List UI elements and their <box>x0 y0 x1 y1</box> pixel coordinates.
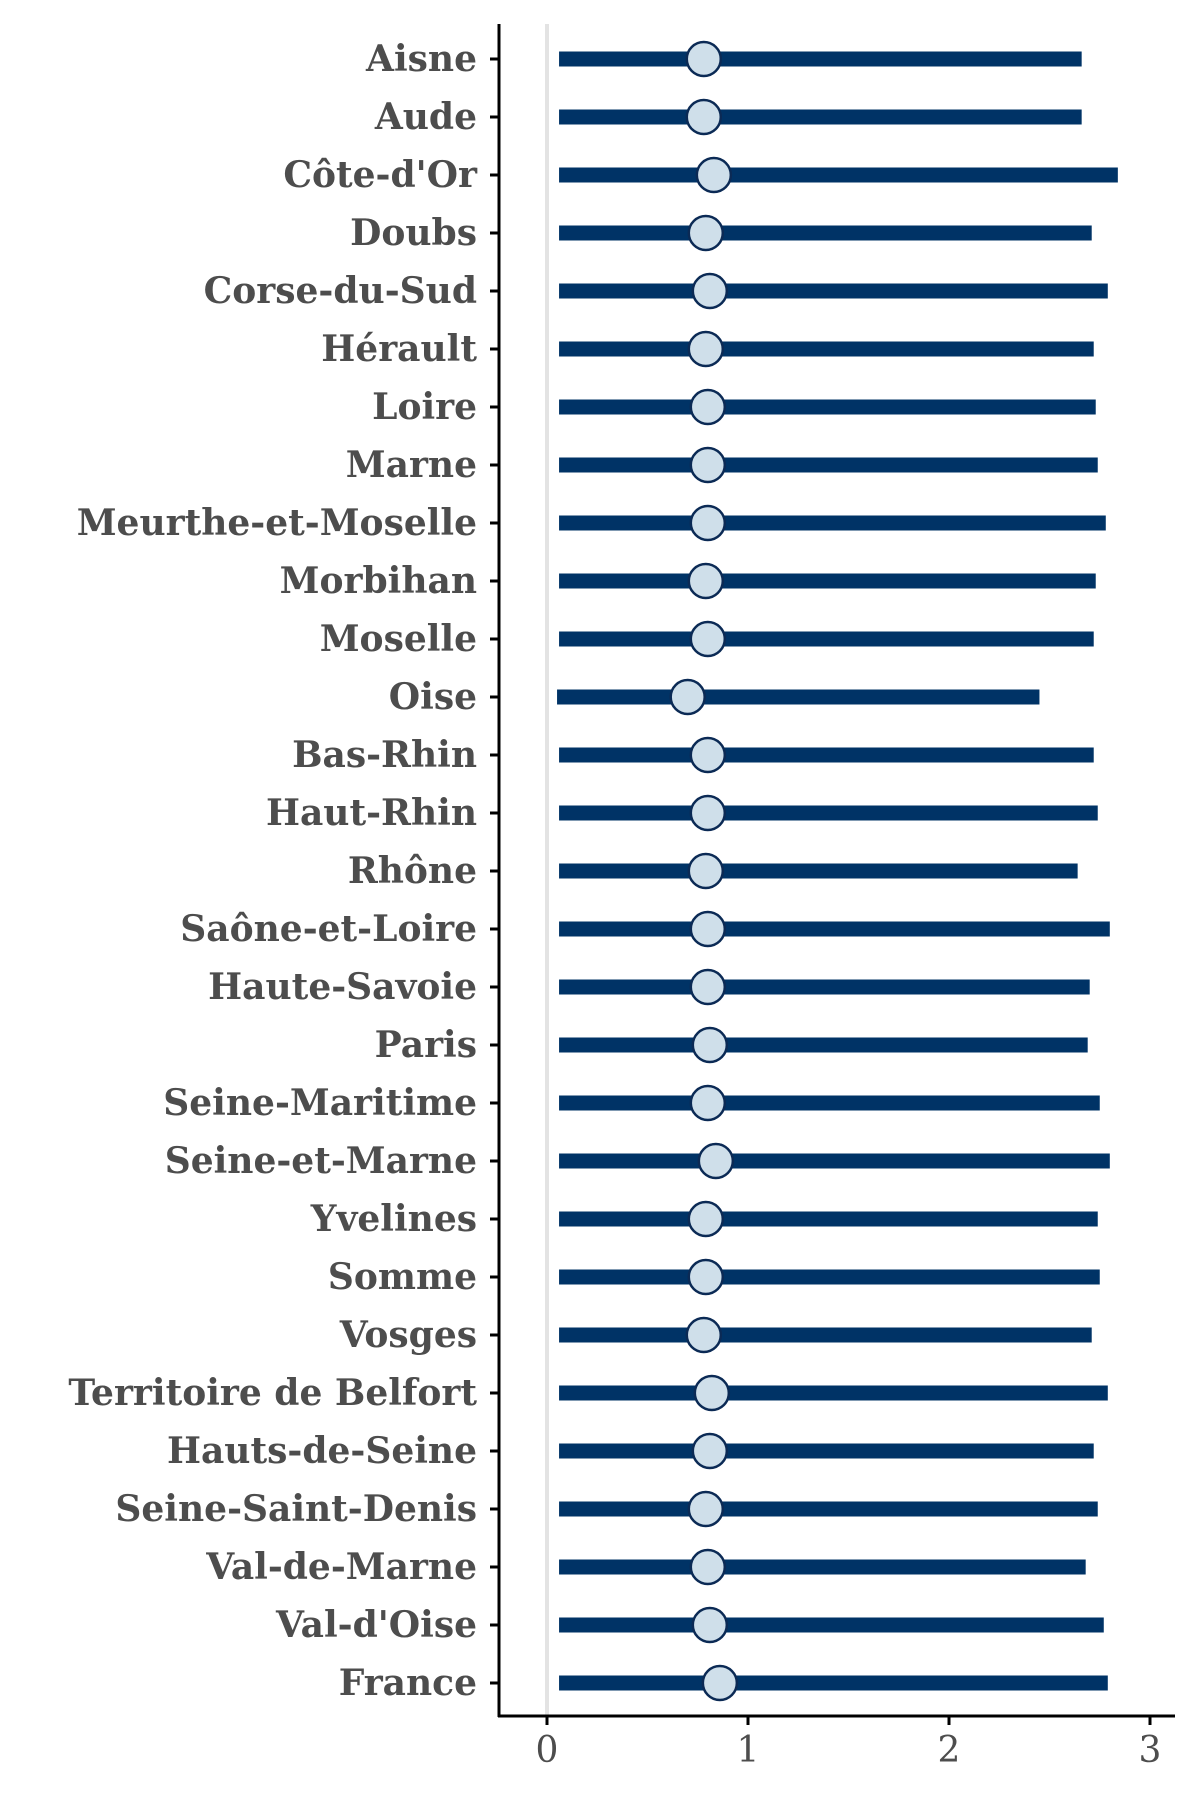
range-bar <box>559 341 1094 357</box>
category-label: France <box>339 1662 477 1704</box>
point-marker <box>689 968 727 1006</box>
category-label: Somme <box>328 1256 477 1298</box>
range-bar <box>557 689 1040 705</box>
range-bar <box>559 979 1090 995</box>
category-label: Doubs <box>350 212 477 254</box>
category-label: Yvelines <box>310 1198 477 1240</box>
point-marker <box>689 910 727 948</box>
point-marker <box>687 562 725 600</box>
point-marker <box>685 40 723 78</box>
category-label: Seine-Saint-Denis <box>115 1488 477 1530</box>
category-label: Val-de-Marne <box>205 1546 477 1588</box>
range-bar <box>559 1559 1086 1575</box>
point-marker <box>687 852 725 890</box>
range-bar <box>559 167 1118 183</box>
point-markers-layer <box>669 40 739 1702</box>
category-label: Bas-Rhin <box>292 734 477 776</box>
category-label: Paris <box>375 1024 477 1066</box>
range-bar <box>559 1095 1100 1111</box>
category-label: Marne <box>346 444 477 486</box>
point-marker <box>689 1548 727 1586</box>
range-bar <box>559 631 1094 647</box>
range-bar <box>559 573 1096 589</box>
range-bar <box>559 1385 1108 1401</box>
category-label: Côte-d'Or <box>283 154 478 196</box>
point-marker <box>689 446 727 484</box>
category-label: Moselle <box>320 618 477 660</box>
point-marker <box>687 1490 725 1528</box>
x-tick-label: 1 <box>737 1730 760 1771</box>
category-labels-layer: Aisne Aude Côte-d'Or Doubs Corse-du-Sud Hérau… <box>68 38 1161 1771</box>
point-marker <box>697 1142 735 1180</box>
category-label: Loire <box>372 386 477 428</box>
point-marker <box>687 1200 725 1238</box>
category-label: Rhône <box>348 850 477 892</box>
category-label: Oise <box>389 676 477 718</box>
range-bar <box>559 805 1098 821</box>
point-marker <box>691 1606 729 1644</box>
category-label: Seine-Maritime <box>163 1082 477 1124</box>
category-label: Meurthe-et-Moselle <box>77 502 477 544</box>
range-bar <box>559 1617 1104 1633</box>
point-marker <box>689 620 727 658</box>
category-label: Haut-Rhin <box>266 792 477 834</box>
range-bar <box>559 1327 1092 1343</box>
range-bar <box>559 51 1082 67</box>
range-bar <box>559 109 1082 125</box>
point-marker <box>689 504 727 542</box>
category-label: Seine-et-Marne <box>165 1140 477 1182</box>
range-bar <box>559 747 1094 763</box>
point-marker <box>687 1258 725 1296</box>
point-marker <box>691 1026 729 1064</box>
range-bar <box>559 1037 1088 1053</box>
point-marker <box>685 1316 723 1354</box>
x-tick-label: 2 <box>938 1730 961 1771</box>
range-bar <box>559 457 1098 473</box>
category-label: Hauts-de-Seine <box>167 1430 477 1472</box>
point-marker <box>685 98 723 136</box>
range-bar <box>559 1269 1100 1285</box>
category-label: Saône-et-Loire <box>180 908 477 950</box>
range-bar <box>559 1153 1110 1169</box>
range-bar <box>559 225 1092 241</box>
point-marker <box>693 1374 731 1412</box>
point-marker <box>687 214 725 252</box>
category-label: Territoire de Belfort <box>68 1372 477 1414</box>
point-marker <box>691 272 729 310</box>
range-bar <box>559 1501 1098 1517</box>
range-bars-layer <box>557 51 1118 1691</box>
point-marker <box>695 156 733 194</box>
point-marker <box>689 1084 727 1122</box>
axes-layer <box>490 24 1175 1725</box>
x-tick-label: 0 <box>536 1730 559 1771</box>
category-label: Hérault <box>321 328 477 370</box>
range-bar <box>559 921 1110 937</box>
category-label: Haute-Savoie <box>208 966 477 1008</box>
point-marker <box>689 794 727 832</box>
point-marker <box>669 678 706 716</box>
range-bar <box>559 399 1096 415</box>
category-label: Corse-du-Sud <box>204 270 477 312</box>
point-marker <box>687 330 725 368</box>
category-label: Aisne <box>365 38 477 80</box>
range-bar <box>559 283 1108 299</box>
point-marker <box>689 388 727 426</box>
range-bar <box>559 515 1106 531</box>
category-label: Vosges <box>339 1314 477 1356</box>
point-marker <box>701 1664 739 1702</box>
range-bar <box>559 1211 1098 1227</box>
x-tick-label: 3 <box>1139 1730 1162 1771</box>
range-bar <box>559 863 1078 879</box>
range-bar <box>559 1675 1108 1691</box>
point-marker <box>689 736 727 774</box>
range-bar <box>559 1443 1094 1459</box>
point-marker <box>691 1432 729 1470</box>
category-label: Aude <box>374 96 477 138</box>
category-label: Morbihan <box>280 560 477 602</box>
category-label: Val-d'Oise <box>275 1604 477 1646</box>
